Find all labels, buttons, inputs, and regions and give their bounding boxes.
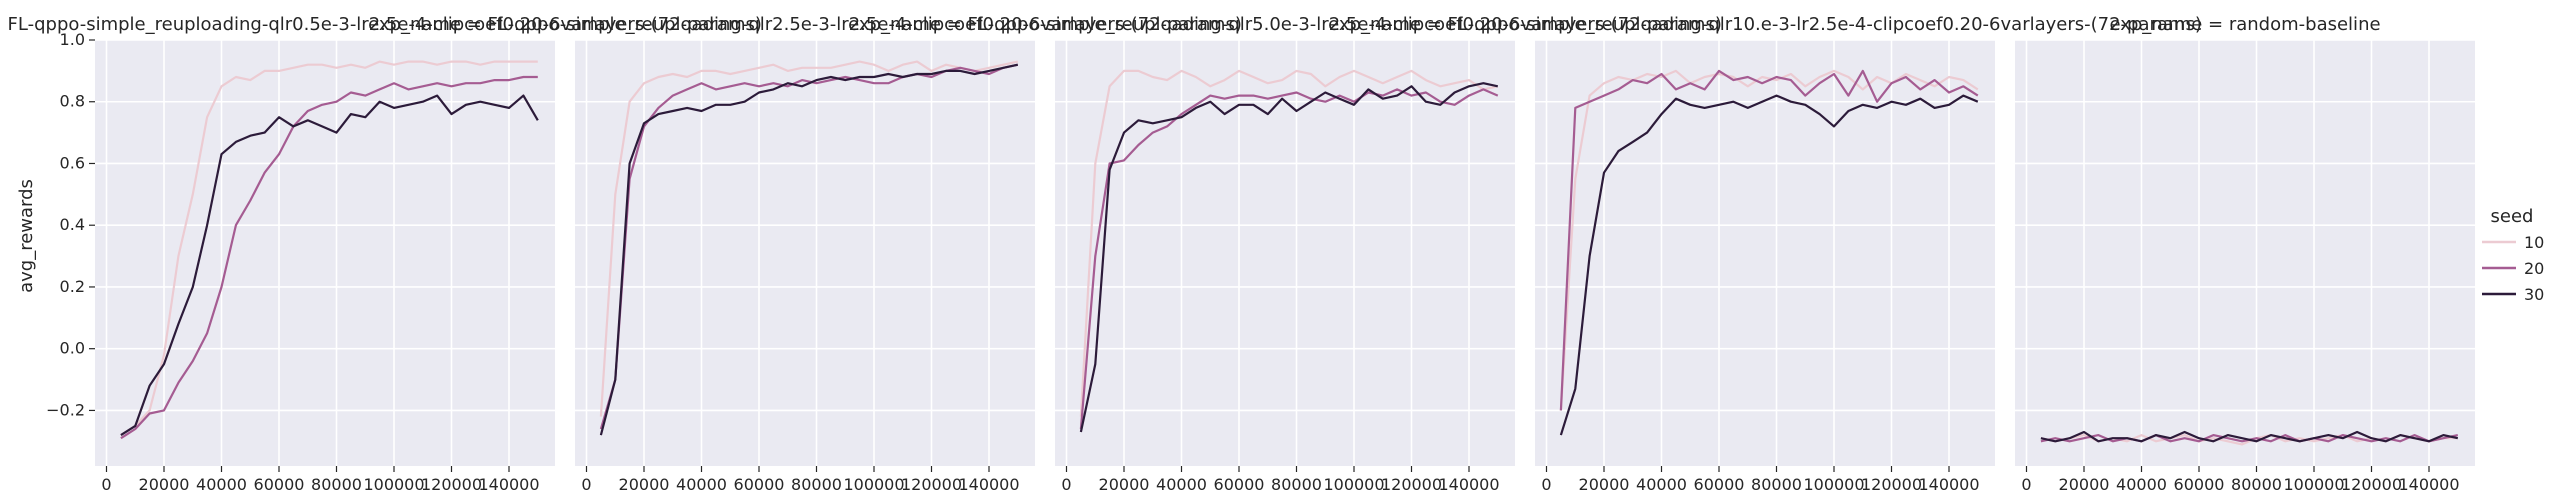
series-line-seed-20 <box>1079 88 1499 430</box>
x-tick-label: 140000 <box>1438 475 1499 494</box>
x-tick-label: 20000 <box>2059 475 2110 494</box>
panel-title: exp_name = FL-qppo-simple_reuploading-ql… <box>848 14 1722 35</box>
x-tick-label: 0 <box>2021 475 2031 494</box>
panel-background <box>2015 40 2475 466</box>
x-tick-label: 80000 <box>2231 475 2282 494</box>
legend-label-seed-20: 20 <box>2524 259 2544 278</box>
panel-background <box>1055 40 1515 466</box>
x-tick-label: 100000 <box>1803 475 1864 494</box>
x-tick-label: 20000 <box>1579 475 1630 494</box>
x-tick-label: 80000 <box>1751 475 1802 494</box>
x-tick-label: 120000 <box>901 475 962 494</box>
legend-title: seed <box>2491 206 2534 227</box>
y-tick-label: 0.2 <box>60 277 85 296</box>
series-line-seed-20 <box>120 75 538 440</box>
panel-background <box>1535 40 1995 466</box>
x-tick-label: 80000 <box>311 475 362 494</box>
panels-group: 020000400006000080000100000120000140000g… <box>0 14 2475 500</box>
x-tick-label: 40000 <box>2116 475 2167 494</box>
x-tick-label: 120000 <box>2341 475 2402 494</box>
y-tick-label: −0.2 <box>46 400 85 419</box>
panel-title: exp_name = FL-qppo-simple_reuploading-ql… <box>1328 14 2202 35</box>
x-tick-label: 40000 <box>1636 475 1687 494</box>
y-axis-label: avg_rewards <box>16 179 37 293</box>
x-tick-label: 100000 <box>1323 475 1384 494</box>
x-tick-label: 20000 <box>619 475 670 494</box>
x-tick-label: 0 <box>101 475 111 494</box>
x-tick-label: 60000 <box>2174 475 2225 494</box>
y-tick-label: 0.4 <box>60 215 85 234</box>
x-tick-label: 40000 <box>676 475 727 494</box>
series-line-seed-30 <box>1079 82 1499 433</box>
y-tick-label: 0.6 <box>60 153 85 172</box>
x-tick-label: 20000 <box>1099 475 1150 494</box>
x-axis-label: global_step <box>1234 498 1337 500</box>
x-tick-label: 120000 <box>1381 475 1442 494</box>
series-line-seed-20 <box>1559 69 1979 411</box>
panel-title: exp_name = random-baseline <box>2109 14 2380 35</box>
series-line-seed-10 <box>599 60 1019 417</box>
panel-4: 020000400006000080000100000120000140000g… <box>1328 14 2202 500</box>
x-tick-label: 0 <box>1061 475 1071 494</box>
x-tick-label: 100000 <box>2283 475 2344 494</box>
x-tick-label: 120000 <box>1861 475 1922 494</box>
legend-label-seed-10: 10 <box>2524 233 2544 252</box>
panel-background <box>575 40 1035 466</box>
series-line-seed-10 <box>120 60 538 437</box>
x-tick-label: 60000 <box>734 475 785 494</box>
x-tick-label: 60000 <box>254 475 305 494</box>
x-tick-label: 140000 <box>478 475 539 494</box>
x-tick-label: 100000 <box>363 475 424 494</box>
x-tick-label: 80000 <box>1271 475 1322 494</box>
y-tick-label: 0.0 <box>60 339 85 358</box>
panel-title: exp_name = FL-qppo-simple_reuploading-ql… <box>0 14 762 35</box>
panel-title: exp_name = FL-qppo-simple_reuploading-ql… <box>368 14 1242 35</box>
series-line-seed-30 <box>2040 430 2459 443</box>
x-tick-label: 0 <box>581 475 591 494</box>
series-line-seed-10 <box>1559 69 1979 411</box>
x-axis-label: global_step <box>1714 498 1817 500</box>
series-line-seed-30 <box>120 94 539 437</box>
x-axis-label: global_step <box>754 498 857 500</box>
x-tick-label: 140000 <box>958 475 1019 494</box>
x-tick-label: 40000 <box>1156 475 1207 494</box>
x-tick-label: 100000 <box>843 475 904 494</box>
y-tick-label: 0.8 <box>60 92 85 111</box>
x-tick-label: 20000 <box>139 475 190 494</box>
panel-3: 020000400006000080000100000120000140000g… <box>848 14 1722 500</box>
panel-2: 020000400006000080000100000120000140000g… <box>368 14 1242 500</box>
x-tick-label: 0 <box>1541 475 1551 494</box>
x-tick-label: 60000 <box>1694 475 1745 494</box>
x-tick-label: 120000 <box>421 475 482 494</box>
series-line-seed-30 <box>1559 94 1979 436</box>
y-tick-label: 1.0 <box>60 30 85 49</box>
x-tick-label: 40000 <box>196 475 247 494</box>
x-axis-label: global_step <box>2194 498 2297 500</box>
x-tick-label: 80000 <box>791 475 842 494</box>
legend: seed 10 20 30 <box>2482 206 2544 304</box>
x-tick-label: 60000 <box>1214 475 1265 494</box>
legend-label-seed-30: 30 <box>2524 285 2544 304</box>
series-line-seed-10 <box>1079 69 1499 417</box>
x-tick-label: 140000 <box>1918 475 1979 494</box>
series-line-seed-30 <box>599 63 1019 436</box>
x-tick-label: 140000 <box>2398 475 2459 494</box>
x-axis-label: global_step <box>274 498 377 500</box>
